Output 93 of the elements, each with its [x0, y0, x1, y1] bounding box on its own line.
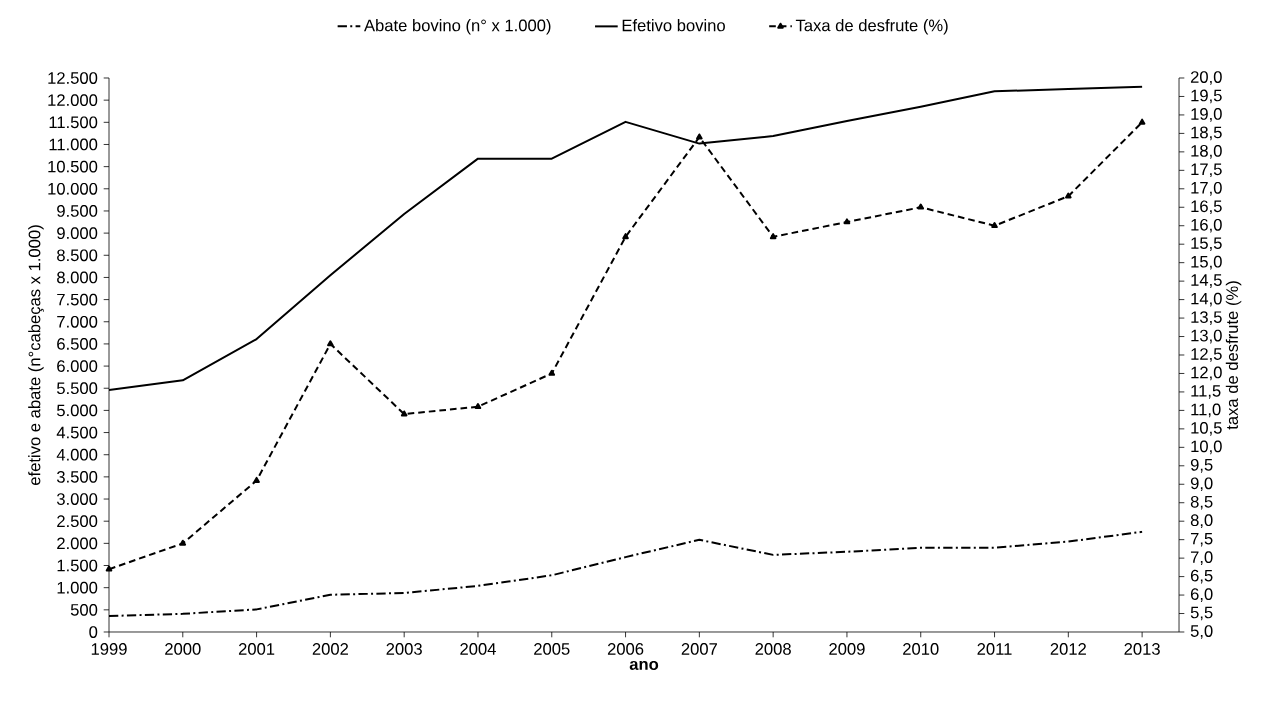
y-tick-label: 6.500	[57, 338, 98, 350]
x-tick-label: 1999	[91, 643, 127, 655]
y-tick-label: 11.500	[49, 116, 98, 129]
x-tick-label: 2000	[165, 643, 201, 655]
x-tick-label: 2001	[238, 643, 275, 655]
y-tick-label: 2.500	[57, 515, 98, 528]
y2-tick-label: 14,0	[1191, 292, 1222, 307]
y-tick-label: 1.500	[57, 559, 98, 572]
y-tick-label: 9.000	[57, 227, 98, 239]
y2-tick-label: 7,5	[1190, 532, 1213, 547]
y-axis-title: efetivo e abate (n°cabeças x 1.000)	[28, 225, 44, 485]
y-tick-label: 5.500	[57, 382, 98, 395]
y2-tick-label: 11,5	[1191, 385, 1221, 399]
legend-label: Abate bovino (n° x 1.000)	[364, 19, 551, 35]
y2-tick-label: 9,0	[1190, 477, 1213, 492]
y2-tick-label: 6,0	[1190, 588, 1213, 602]
x-tick-label: 2002	[312, 643, 349, 655]
y2-tick-label: 19,0	[1191, 108, 1222, 122]
y2-tick-label: 13,0	[1191, 329, 1222, 344]
y2-tick-label: 14,5	[1191, 274, 1222, 288]
y2-tick-label: 12,5	[1191, 348, 1222, 362]
x-tick-label: 2011	[977, 643, 1012, 655]
y2-tick-label: 5,0	[1190, 625, 1213, 639]
point	[1065, 192, 1072, 199]
point	[917, 203, 925, 210]
y-tick-label: 7.500	[57, 293, 98, 306]
point	[179, 539, 187, 546]
y-tick-label: 7.000	[57, 315, 98, 328]
point	[622, 233, 629, 240]
y2-tick-label: 9,5	[1190, 458, 1213, 473]
point	[843, 218, 851, 225]
y-tick-label: 8.000	[57, 271, 98, 284]
point	[696, 133, 703, 140]
x-tick-label: 2004	[460, 643, 496, 655]
y-tick-label: 12.000	[48, 94, 98, 107]
y-tick-label: 500	[70, 603, 98, 616]
y-tick-label: 6.000	[57, 360, 98, 372]
y-tick-label: 0	[89, 626, 98, 638]
x-tick-label: 2013	[1124, 643, 1160, 655]
x-tick-label: 2007	[681, 643, 717, 655]
y-tick-label: 3.500	[56, 471, 98, 483]
x-tick-label: 2003	[386, 643, 422, 655]
y-tick-label: 8.500	[57, 249, 98, 262]
y2-tick-label: 6,5	[1190, 569, 1213, 584]
y-tick-label: 3.000	[56, 493, 98, 505]
y2-tick-label: 16,5	[1191, 200, 1222, 215]
x-tick-label: 2005	[534, 643, 570, 655]
x-axis-title: ano	[629, 660, 659, 670]
y2-tick-label: 8,5	[1190, 495, 1213, 510]
x-tick-label: 2010	[903, 643, 939, 655]
y2-tick-label: 7,0	[1190, 551, 1213, 565]
x-tick-label: 2006	[607, 643, 644, 655]
legend-label: Efetivo bovino	[622, 19, 725, 32]
point	[105, 565, 113, 572]
y2-tick-label: 5,5	[1190, 606, 1213, 621]
y-tick-label: 9.500	[57, 205, 98, 217]
y-tick-label: 4.500	[56, 426, 98, 439]
point	[474, 403, 482, 410]
point	[991, 222, 998, 229]
y-tick-label: 4.000	[56, 448, 98, 461]
y2-tick-label: 16,0	[1191, 218, 1222, 233]
y2-axis-title: taxa de desfrute (%)	[1225, 281, 1242, 430]
point	[400, 410, 408, 417]
y2-tick-label: 10,0	[1191, 440, 1222, 455]
point	[1138, 118, 1146, 125]
y-tick-label: 2.000	[57, 537, 98, 550]
y2-tick-label: 20,0	[1190, 71, 1222, 85]
y2-tick-label: 10,5	[1191, 422, 1222, 436]
y2-tick-label: 15,5	[1191, 237, 1222, 251]
y2-tick-label: 11,0	[1191, 403, 1221, 418]
point	[548, 369, 556, 376]
y2-tick-label: 17,0	[1191, 181, 1222, 196]
y2-tick-label: 8,0	[1190, 514, 1213, 529]
y2-tick-label: 12,0	[1191, 366, 1222, 381]
y2-tick-label: 18,0	[1191, 145, 1222, 159]
legend-label: Taxa de desfrute (%)	[795, 19, 948, 35]
point	[327, 340, 334, 347]
y2-tick-label: 17,5	[1191, 163, 1222, 178]
point	[769, 233, 777, 240]
y-tick-label: 5.000	[57, 404, 98, 417]
point	[253, 476, 260, 483]
y-tick-label: 11.000	[49, 138, 98, 151]
x-tick-label: 2008	[755, 643, 791, 655]
y-tick-label: 10.500	[48, 160, 98, 173]
y2-tick-label: 18,5	[1191, 126, 1222, 141]
y-tick-label: 10.000	[48, 182, 98, 195]
y2-tick-label: 19,5	[1191, 89, 1222, 104]
y-tick-label: 12.500	[48, 72, 98, 84]
y2-tick-label: 15,0	[1191, 255, 1222, 270]
y-tick-label: 1.000	[57, 581, 98, 594]
x-tick-label: 2012	[1050, 643, 1086, 655]
x-tick-label: 2009	[829, 643, 865, 655]
y2-tick-label: 13,5	[1191, 311, 1222, 325]
